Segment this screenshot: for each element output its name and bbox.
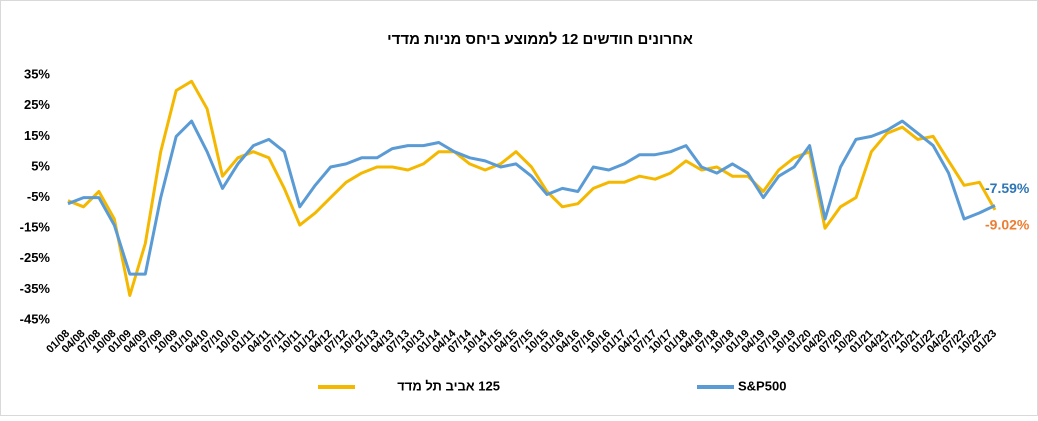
y-tick-label: -15% xyxy=(20,220,51,235)
y-tick-label: -35% xyxy=(20,281,51,296)
y-tick-label: 15% xyxy=(24,128,50,143)
y-tick-label: 5% xyxy=(31,158,50,173)
y-tick-label: -5% xyxy=(27,189,51,204)
value-label: -7.59% xyxy=(985,180,1030,196)
series-line xyxy=(67,79,997,297)
legend-label: 125 אביב תל מדד xyxy=(397,378,500,393)
y-tick-label: 35% xyxy=(24,67,50,82)
series-line xyxy=(67,119,996,276)
value-label: -9.02% xyxy=(985,217,1030,233)
y-tick-label: 25% xyxy=(24,97,50,112)
chart-title: אחרונים חודשים 12 לממוצע ביחס מניות מדדי xyxy=(387,31,693,48)
y-tick-label: -45% xyxy=(20,311,51,326)
y-tick-label: -25% xyxy=(20,250,51,265)
legend-label: S&P500 xyxy=(738,378,786,393)
